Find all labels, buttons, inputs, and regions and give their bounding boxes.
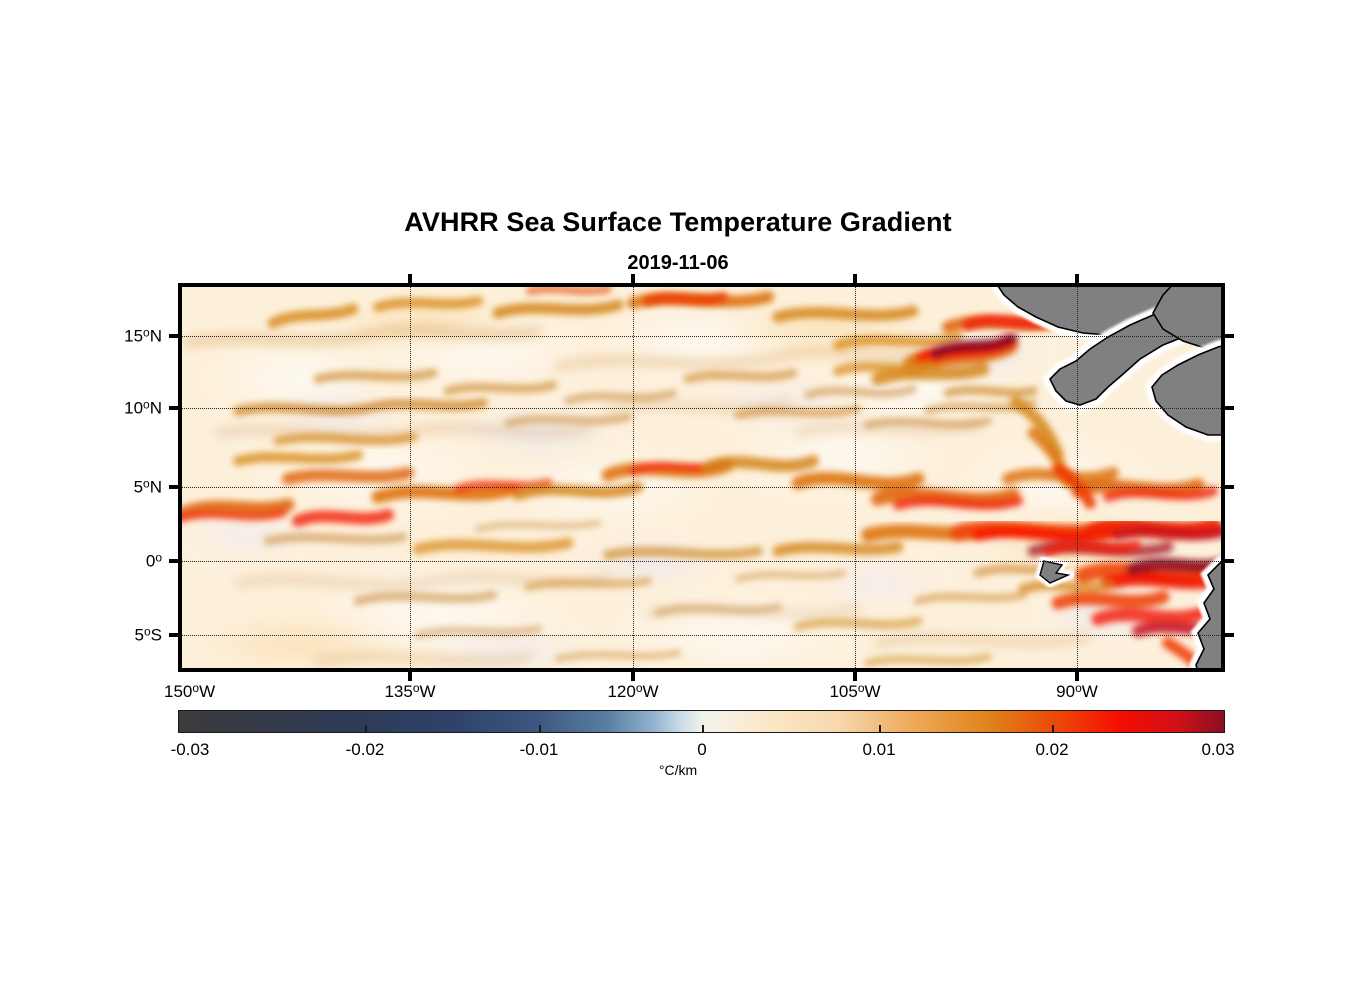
xtick-hemi: W	[1081, 682, 1098, 702]
ytick-5S	[169, 633, 178, 637]
ytick-0	[169, 559, 178, 563]
xtick-hemi: W	[642, 682, 659, 702]
xtick-label-135W: 135oW	[384, 681, 435, 702]
xtick-label-90W: 90oW	[1056, 681, 1098, 702]
cbar-label-0.02: 0.02	[1035, 740, 1069, 759]
colorbar-unit-label: °C/km	[658, 762, 698, 778]
ytick-value: 0	[145, 551, 156, 571]
ytick-hemi: N	[149, 398, 162, 418]
degree-symbol: o	[1075, 681, 1082, 695]
cbar-tick--0.02	[365, 725, 367, 733]
ytick-right-5S	[1225, 633, 1234, 637]
degree-symbol: o	[635, 681, 643, 695]
land-masses	[990, 287, 1221, 668]
xtick-top-120W	[631, 274, 635, 283]
degree-symbol: o	[143, 325, 150, 340]
colorbar[interactable]	[178, 710, 1225, 733]
xtick-top-90W	[1075, 274, 1079, 283]
cbar-tick-0	[702, 725, 704, 733]
degree-symbol: o	[857, 681, 865, 695]
page-title: AVHRR Sea Surface Temperature Gradient	[404, 207, 952, 237]
cbar-label-0.03: 0.03	[1201, 740, 1235, 759]
ytick-right-15N	[1225, 334, 1234, 338]
xtick-value: 90	[1056, 682, 1076, 702]
xtick-105W	[853, 672, 857, 681]
galapagos-islands	[1034, 555, 1084, 589]
degree-symbol: o	[143, 624, 151, 639]
ytick-15N	[169, 334, 178, 338]
xtick-value: 135	[384, 682, 413, 702]
ytick-right-5N	[1225, 485, 1234, 489]
xtick-120W	[631, 672, 635, 681]
xtick-135W	[408, 672, 412, 681]
degree-symbol: o	[155, 550, 162, 565]
ytick-hemi: S	[150, 625, 162, 645]
ytick-value: 5	[134, 625, 144, 645]
xtick-value: 150	[164, 682, 193, 702]
degree-symbol: o	[143, 476, 150, 491]
figure-subtitle: 2019-11-06	[627, 252, 729, 274]
xtick-hemi: W	[419, 682, 436, 702]
xtick-90W	[1075, 672, 1079, 681]
ytick-label-5S: 5oS	[135, 624, 163, 645]
ytick-label-0: 0o	[146, 550, 162, 571]
colorbar-gradient	[179, 711, 1224, 732]
cbar-tick-0.02	[1052, 725, 1054, 733]
ytick-5N	[169, 485, 178, 489]
xtick-value: 105	[829, 682, 858, 702]
sst-gradient-heatmap	[182, 287, 1221, 668]
xtick-label-150W: 150oW	[164, 681, 215, 702]
ytick-hemi: N	[149, 477, 162, 497]
xtick-hemi: W	[864, 682, 881, 702]
xtick-label-105W: 105oW	[829, 681, 880, 702]
ytick-label-5N: 5oN	[134, 476, 162, 497]
xtick-top-135W	[408, 274, 412, 283]
cbar-label--0.03: -0.03	[170, 740, 210, 759]
ytick-value: 10	[124, 398, 144, 418]
xtick-hemi: W	[199, 682, 216, 702]
cbar-label--0.01: -0.01	[519, 740, 559, 759]
cbar-tick--0.01	[539, 725, 541, 733]
ytick-value: 5	[133, 477, 144, 497]
xtick-value: 120	[607, 682, 636, 702]
ytick-right-0	[1225, 559, 1234, 563]
degree-symbol: o	[192, 681, 200, 695]
map-axes[interactable]	[178, 283, 1225, 672]
degree-symbol: o	[412, 681, 420, 695]
cbar-label-0.01: 0.01	[862, 740, 896, 759]
ytick-label-10N: 10oN	[124, 397, 162, 418]
cbar-label-0: 0	[697, 740, 707, 759]
ytick-10N	[169, 406, 178, 410]
xtick-top-105W	[853, 274, 857, 283]
cbar-label--0.02: -0.02	[345, 740, 385, 759]
xtick-label-120W: 120oW	[607, 681, 658, 702]
ytick-right-10N	[1225, 406, 1234, 410]
ytick-hemi: N	[149, 326, 162, 346]
ytick-value: 15	[124, 326, 144, 346]
degree-symbol: o	[143, 397, 150, 412]
ytick-label-15N: 15oN	[124, 325, 162, 346]
cbar-tick-0.01	[879, 725, 881, 733]
